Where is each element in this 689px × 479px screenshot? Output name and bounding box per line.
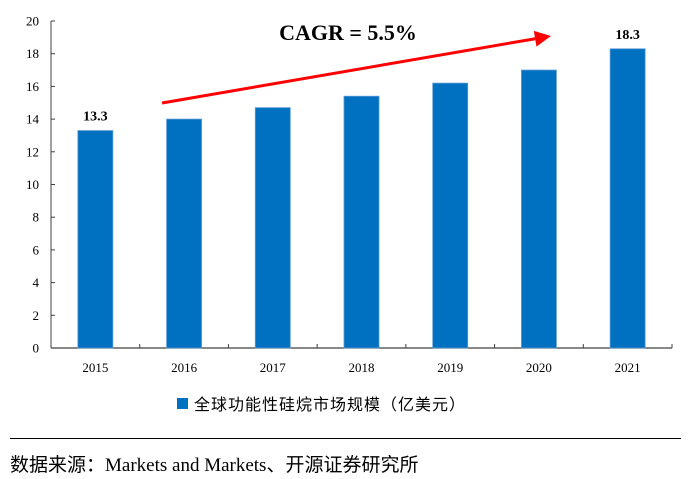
source-note: 数据来源：Markets and Markets、开源证券研究所	[10, 455, 419, 476]
bars	[77, 48, 646, 349]
y-tick-label: 18	[26, 46, 39, 61]
y-tick-label: 0	[33, 341, 40, 356]
bar-2015	[77, 130, 114, 349]
y-axis: 0 2 4 6 8 10 12 14 16 18 20	[26, 14, 55, 356]
x-tick-label: 2021	[615, 360, 641, 375]
y-tick-label: 8	[33, 210, 40, 225]
x-tick-label: 2019	[437, 360, 463, 375]
y-tick-label: 6	[33, 242, 40, 257]
divider	[10, 438, 681, 439]
y-tick-label: 4	[33, 275, 40, 290]
x-tick-label: 2020	[526, 360, 552, 375]
cagr-arrow-line	[161, 37, 536, 105]
y-tick-label: 20	[26, 14, 39, 29]
x-tick-label: 2015	[82, 360, 108, 375]
bar-2016	[166, 118, 202, 349]
bar-2018	[343, 95, 380, 349]
x-axis: 2015 2016 2017 2018 2019 2020 2021	[51, 344, 673, 375]
legend-swatch	[177, 397, 188, 409]
data-label-2015: 13.3	[83, 110, 108, 125]
bar-2020	[521, 69, 557, 349]
y-tick-label: 14	[26, 112, 40, 127]
data-label-2021: 18.3	[615, 28, 640, 43]
y-tick-label: 12	[26, 144, 39, 159]
bar-2019	[432, 82, 469, 349]
y-tick-label: 2	[33, 308, 40, 323]
legend: 全球功能性硅烷市场规模（亿美元）	[177, 391, 466, 415]
legend-label: 全球功能性硅烷市场规模（亿美元）	[194, 395, 467, 414]
cagr-label: CAGR = 5.5%	[279, 20, 417, 45]
x-tick-label: 2016	[171, 360, 198, 375]
bar-2017	[254, 107, 291, 349]
cagr-arrow-head	[533, 30, 551, 47]
data-labels: 13.3 18.3	[83, 28, 640, 125]
x-tick-label: 2017	[260, 360, 287, 375]
bar-2021	[609, 48, 646, 349]
x-tick-label: 2018	[349, 360, 375, 375]
cagr-annotation: CAGR = 5.5%	[161, 20, 551, 105]
y-tick-label: 10	[26, 177, 39, 192]
y-tick-label: 16	[26, 79, 40, 94]
